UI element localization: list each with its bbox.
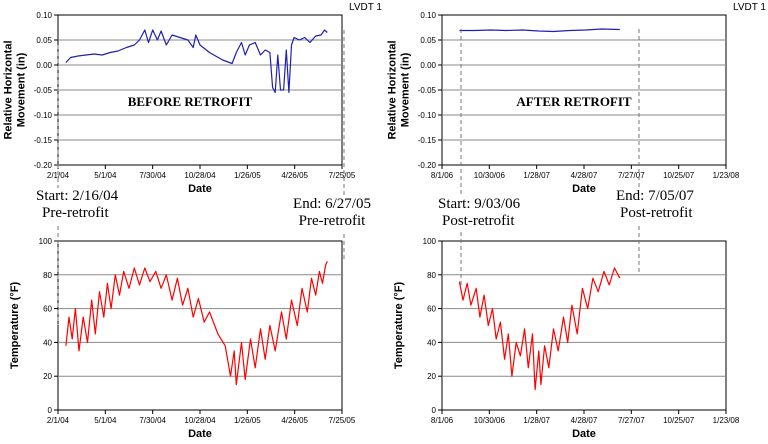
before-movement-overlay-label: BEFORE RETROFIT [128, 94, 253, 109]
before-end-phase-label: Pre-retrofit [298, 213, 366, 229]
before-start-phase-label: Pre-retrofit [42, 205, 109, 221]
before-movement-y-axis-label: Relative HorizontalMovement (in) [3, 40, 28, 139]
after-temperature-x-tick-label: 4/28/07 [571, 416, 598, 425]
before-movement-y-tick-label: 0.00 [36, 61, 52, 70]
after-end-date-label: End: 7/05/07 [616, 188, 694, 204]
after-temperature-y-tick-label: 60 [427, 305, 436, 314]
after-movement-y-axis-label-line: Movement (in) [400, 52, 412, 127]
after-temperature-x-tick-label: 8/1/06 [431, 416, 454, 425]
before-temperature-x-tick-label: 1/26/05 [234, 416, 261, 425]
before-temperature-y-tick-label: 0 [48, 406, 53, 415]
before-end-date-label: End: 6/27/05 [293, 196, 371, 212]
after-temperature-x-tick-label: 10/30/06 [474, 416, 506, 425]
after-start-phase-label: Post-retrofit [442, 213, 515, 229]
before-temperature-plot-frame [57, 240, 343, 411]
after-movement-y-tick-label: -0.10 [418, 111, 437, 120]
before-movement-y-tick-label: -0.05 [34, 86, 53, 95]
after-movement-x-tick-label: 1/23/08 [713, 171, 740, 180]
after-movement-x-tick-label: 4/28/07 [571, 171, 598, 180]
after-temperature-x-tick-label: 1/28/07 [523, 416, 550, 425]
after-temperature-x-axis-label: Date [572, 428, 596, 440]
after-movement-y-tick-label: -0.05 [418, 86, 437, 95]
before-temperature-x-tick-label: 2/1/04 [47, 416, 70, 425]
after-end-phase-label: Post-retrofit [620, 205, 693, 221]
before-movement-y-tick-label: -0.20 [34, 161, 53, 170]
before-temperature-y-tick-label: 80 [43, 271, 52, 280]
after-movement-y-tick-label: 0.10 [420, 11, 436, 20]
before-temperature-x-tick-label: 7/30/04 [139, 416, 166, 425]
before-temperature-x-tick-label: 5/1/04 [94, 416, 117, 425]
after-temperature-y-axis-label-line: Temperature (°F) [393, 282, 405, 370]
after-movement-chart: 0.10 0.05 0.00 -0.05 -0.10 -0.15 -0.208/1/06 10… [387, 2, 766, 196]
after-movement-x-tick-label: 10/30/06 [474, 171, 506, 180]
before-temperature-y-tick-label: 100 [39, 237, 53, 246]
before-movement-chart: 0.10 0.05 0.00 -0.05 -0.10 -0.15 -0.202/1/04 5/… [3, 2, 382, 196]
after-movement-y-tick-label: 0.00 [420, 61, 436, 70]
after-temperature-y-tick-label: 40 [427, 338, 436, 347]
after-movement-overlay-label: AFTER RETROFIT [516, 94, 632, 109]
before-temperature-y-tick-label: 20 [43, 372, 52, 381]
after-movement-y-tick-label: 0.05 [420, 36, 436, 45]
after-temperature-y-tick-label: 20 [427, 372, 436, 381]
before-movement-y-axis-label-line: Relative Horizontal [3, 40, 15, 139]
before-temperature-y-axis-label: Temperature (°F) [9, 282, 21, 370]
before-movement-x-tick-label: 1/26/05 [234, 171, 261, 180]
before-movement-y-tick-label: 0.05 [36, 36, 52, 45]
after-temperature-chart: 100 80 60 40 20 08/1/06 10/30/06 1/28/07 4/28/07… [393, 237, 740, 440]
before-movement-x-tick-label: 2/1/04 [47, 171, 70, 180]
after-temperature-series-line [458, 267, 621, 391]
before-movement-x-axis-label: Date [188, 183, 212, 195]
after-temperature-plot-frame [441, 240, 727, 411]
after-movement-x-tick-label: 8/1/06 [431, 171, 454, 180]
after-movement-y-tick-label: -0.20 [418, 161, 437, 170]
before-movement-series-line [65, 29, 328, 94]
before-start-annotation: Start: 2/16/04 Pre-retrofit [36, 188, 118, 222]
before-movement-x-tick-label: 7/30/04 [139, 171, 166, 180]
after-temperature-y-axis-label: Temperature (°F) [393, 282, 405, 370]
after-temperature-y-tick-label: 0 [432, 406, 437, 415]
before-movement-y-tick-label: -0.10 [34, 111, 53, 120]
before-end-annotation: End: 6/27/05 Pre-retrofit [277, 196, 387, 230]
before-temperature-x-axis-label: Date [188, 428, 212, 440]
before-movement-x-tick-label: 7/25/05 [329, 171, 356, 180]
after-movement-y-axis-label: Relative HorizontalMovement (in) [387, 40, 412, 139]
before-temperature-y-tick-label: 40 [43, 338, 52, 347]
after-temperature-x-tick-label: 7/27/07 [618, 416, 645, 425]
before-temperature-y-tick-label: 60 [43, 305, 52, 314]
before-temperature-x-tick-label: 7/25/05 [329, 416, 356, 425]
before-movement-y-tick-label: 0.10 [36, 11, 52, 20]
before-temperature-series-line [65, 261, 328, 386]
after-temperature-x-tick-label: 1/23/08 [713, 416, 740, 425]
before-movement-y-axis-label-line: Movement (in) [16, 52, 28, 127]
before-start-date-label: Start: 2/16/04 [36, 188, 119, 204]
after-movement-x-tick-label: 1/28/07 [523, 171, 550, 180]
after-temperature-y-tick-label: 80 [427, 271, 436, 280]
before-temperature-y-axis-label-line: Temperature (°F) [9, 282, 21, 370]
after-movement-x-tick-label: 10/25/07 [663, 171, 695, 180]
before-temperature-x-tick-label: 4/26/05 [281, 416, 308, 425]
after-start-date-label: Start: 9/03/06 [438, 196, 521, 212]
after-start-annotation: Start: 9/03/06 Post-retrofit [438, 196, 520, 230]
after-movement-sensor-tag: LVDT 1 [733, 2, 766, 13]
before-movement-x-tick-label: 4/26/05 [281, 171, 308, 180]
after-movement-x-tick-label: 7/27/07 [618, 171, 645, 180]
before-movement-x-tick-label: 5/1/04 [94, 171, 117, 180]
after-temperature-y-tick-label: 100 [423, 237, 437, 246]
before-temperature-chart: 100 80 60 40 20 02/1/04 5/1/04 7/30/04 10/28/04 1… [9, 237, 356, 440]
after-movement-x-axis-label: Date [572, 183, 596, 195]
after-end-annotation: End: 7/05/07 Post-retrofit [616, 188, 694, 222]
after-movement-y-tick-label: -0.15 [418, 136, 437, 145]
before-movement-y-tick-label: -0.15 [34, 136, 53, 145]
after-movement-series-line [459, 28, 620, 33]
before-movement-sensor-tag: LVDT 1 [349, 2, 382, 13]
before-movement-x-tick-label: 10/28/04 [184, 171, 216, 180]
before-temperature-x-tick-label: 10/28/04 [184, 416, 216, 425]
after-temperature-x-tick-label: 10/25/07 [663, 416, 695, 425]
after-movement-y-axis-label-line: Relative Horizontal [387, 40, 399, 139]
